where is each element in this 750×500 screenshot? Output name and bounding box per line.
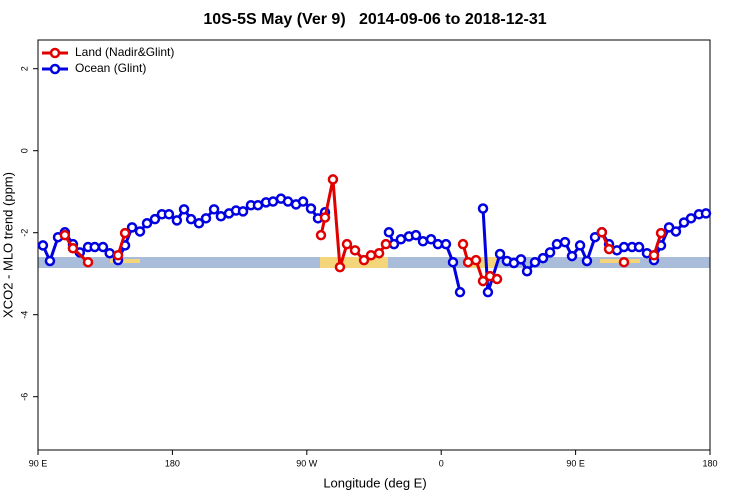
data-point — [447, 256, 459, 268]
data-point — [185, 213, 197, 225]
y-tick-label: -4 — [19, 311, 29, 319]
data-point — [655, 227, 667, 239]
data-point — [67, 243, 79, 254]
data-point — [282, 196, 294, 207]
data-point — [208, 204, 220, 215]
data-point — [112, 250, 124, 261]
data-point — [171, 215, 183, 226]
data-point — [297, 196, 309, 207]
x-tick-label: 90 W — [296, 458, 318, 468]
data-point — [82, 256, 94, 268]
data-point — [252, 199, 264, 211]
data-point — [454, 286, 466, 298]
data-point — [537, 252, 549, 264]
data-point — [432, 238, 444, 250]
data-point — [163, 209, 175, 220]
map-land — [470, 257, 498, 268]
data-point — [134, 226, 146, 237]
x-tick-label: 0 — [439, 458, 444, 468]
data-point — [633, 241, 645, 253]
data-point — [141, 218, 153, 229]
data-point — [618, 256, 630, 268]
data-point — [529, 256, 541, 268]
y-tick-label: 2 — [19, 66, 29, 71]
data-point — [193, 218, 205, 229]
data-point — [574, 240, 586, 251]
data-point — [544, 247, 556, 258]
x-tick-label: 90 E — [566, 458, 585, 468]
map-land — [110, 259, 140, 263]
data-point — [383, 227, 395, 238]
data-point — [334, 261, 346, 273]
data-point — [494, 248, 506, 260]
data-point — [89, 241, 100, 253]
data-point — [237, 206, 249, 217]
x-tick-label: 180 — [702, 458, 717, 468]
y-tick-label: 0 — [19, 148, 29, 153]
data-point — [200, 213, 212, 224]
data-point — [327, 174, 339, 185]
data-point — [603, 243, 615, 255]
data-point — [685, 213, 697, 224]
data-point — [477, 203, 489, 214]
x-tick-label: 90 E — [29, 458, 48, 468]
data-point — [104, 247, 115, 259]
data-point — [515, 254, 527, 265]
y-tick-label: -2 — [19, 229, 29, 237]
x-tick-label: 180 — [165, 458, 180, 468]
data-point — [319, 212, 331, 223]
data-point — [470, 254, 482, 266]
data-point — [700, 208, 712, 219]
data-point — [178, 204, 190, 215]
data-point — [97, 241, 109, 253]
data-point — [417, 236, 429, 247]
data-point — [477, 275, 489, 287]
data-point — [365, 250, 377, 261]
data-point — [648, 250, 660, 261]
data-point — [521, 265, 533, 277]
data-point — [410, 229, 422, 241]
data-point — [349, 245, 361, 256]
legend-label: Ocean (Glint) — [75, 61, 146, 75]
legend-marker — [49, 63, 61, 75]
data-point — [149, 213, 161, 225]
data-point — [395, 234, 407, 245]
data-point — [341, 238, 353, 250]
data-point — [551, 238, 563, 250]
map-land — [320, 257, 388, 268]
legend-label: Land (Nadir&Glint) — [75, 45, 174, 59]
data-point — [589, 231, 601, 243]
data-point — [126, 222, 138, 233]
plot: 90 E 180 90 W 0 90 E 180 -6 -4 -2 0 2 — [19, 66, 717, 468]
legend-marker — [49, 47, 61, 59]
y-tick-label: -6 — [19, 393, 29, 401]
data-point — [119, 227, 131, 239]
data-point — [440, 238, 452, 250]
data-point — [581, 255, 593, 267]
data-point — [358, 254, 370, 266]
data-point — [373, 247, 385, 259]
data-point — [457, 238, 469, 250]
data-point — [618, 241, 630, 253]
data-point — [315, 229, 327, 241]
x-axis-label: Longitude (deg E) — [323, 475, 426, 490]
data-point — [59, 229, 71, 241]
data-point — [215, 211, 227, 222]
data-point — [566, 250, 578, 262]
data-point — [425, 234, 437, 245]
data-point — [305, 203, 317, 214]
data-point — [559, 236, 571, 248]
chart-title: 10S-5S May (Ver 9) 2014-09-06 to 2018-12… — [203, 11, 546, 28]
data-point — [596, 227, 608, 238]
data-point — [44, 255, 56, 267]
y-axis-label: XCO2 - MLO trend (ppm) — [0, 172, 15, 318]
data-point — [491, 273, 503, 285]
legend: Land (Nadir&Glint) Ocean (Glint) — [42, 45, 174, 75]
data-point — [482, 286, 494, 298]
data-point — [670, 226, 682, 237]
data-point — [37, 240, 49, 251]
data-point — [380, 238, 392, 250]
